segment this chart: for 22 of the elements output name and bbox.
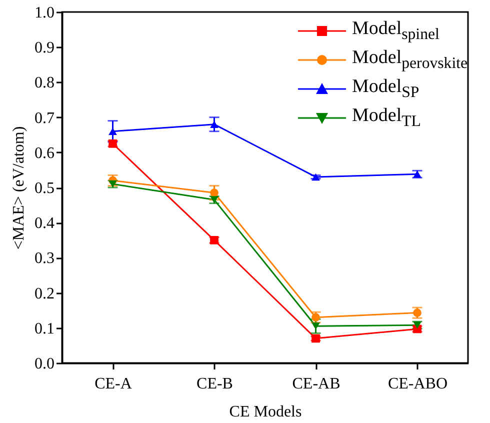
x-axis-title: CE Models (229, 404, 302, 420)
x-tick-label: CE-A (94, 376, 132, 392)
y-tick-label: 0.0 (34, 356, 54, 372)
y-tick-label: 0.7 (34, 110, 54, 127)
y-tick-label: 0.8 (34, 74, 54, 92)
legend-label: Model$_{TL}$ (352, 104, 421, 130)
legend-label: Model$_{perovskite}$ (352, 46, 468, 72)
y-tick-label: 0.5 (34, 180, 54, 197)
y-axis-title: <MAE> (eV/atom) (10, 126, 28, 250)
y-tick-label: 1.0 (34, 4, 54, 22)
y-tick-label: 0.3 (34, 250, 54, 268)
x-tick-label: CE-AB (292, 376, 340, 392)
y-tick-label: 0.4 (34, 215, 54, 232)
y-tick-label: 0.2 (34, 285, 54, 302)
y-tick-label: 0.9 (34, 40, 54, 57)
y-tick-label: 0.1 (34, 320, 54, 338)
y-tick-label: 0.6 (34, 144, 54, 162)
legend-label: Model$_{SP}$ (352, 76, 420, 102)
x-tick-label: CE-B (196, 376, 233, 392)
point (210, 188, 218, 197)
x-tick-label: CE-ABO (388, 376, 448, 392)
legend-label: Model$_{spinel}$ (352, 18, 440, 44)
